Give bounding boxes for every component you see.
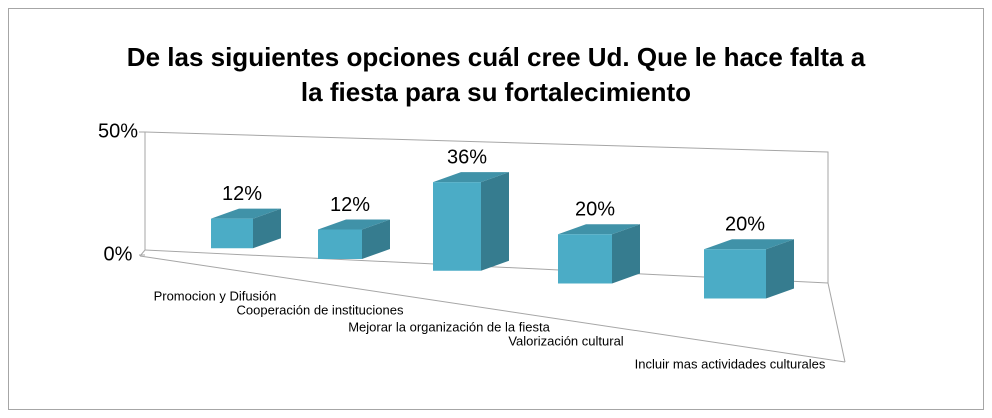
data-label: 12%	[222, 183, 262, 205]
x-tick-label: Promocion y Difusión	[154, 288, 277, 303]
data-label: 36%	[447, 146, 487, 168]
back-wall	[144, 131, 829, 283]
bar	[558, 224, 640, 284]
y-tick-label: 50%	[98, 120, 138, 142]
chart-title: De las siguientes opciones cuál cree Ud.…	[126, 42, 866, 107]
bar-front	[433, 182, 481, 271]
bar-top	[558, 224, 640, 235]
bar-top	[211, 208, 281, 219]
y-tick-label: 0%	[104, 243, 133, 265]
bar-side	[362, 219, 390, 259]
data-label: 20%	[575, 199, 615, 221]
x-tick-label: Mejorar la organización de la fiesta	[348, 319, 550, 334]
floor-front-edge	[139, 255, 846, 363]
bar-top	[318, 219, 390, 230]
x-tick-label: Incluir mas actividades culturales	[635, 356, 826, 371]
bar-front	[704, 249, 766, 299]
bar-front	[211, 218, 253, 249]
bar-side	[766, 239, 794, 299]
bar-front	[558, 234, 612, 284]
x-tick-label: Valorización cultural	[508, 333, 623, 348]
floor-right-edge	[827, 282, 846, 363]
data-label: 12%	[330, 194, 370, 216]
bar-top	[704, 239, 794, 250]
data-label: 20%	[725, 214, 765, 236]
bar-side	[253, 208, 281, 249]
bar	[433, 172, 509, 271]
bar-side	[481, 172, 509, 271]
bar-side	[612, 224, 640, 284]
bar-front	[318, 229, 362, 259]
x-tick-label: Cooperación de instituciones	[237, 302, 404, 317]
bar	[318, 219, 390, 259]
bar-top	[433, 172, 509, 183]
bar	[211, 208, 281, 249]
bar	[704, 239, 794, 299]
